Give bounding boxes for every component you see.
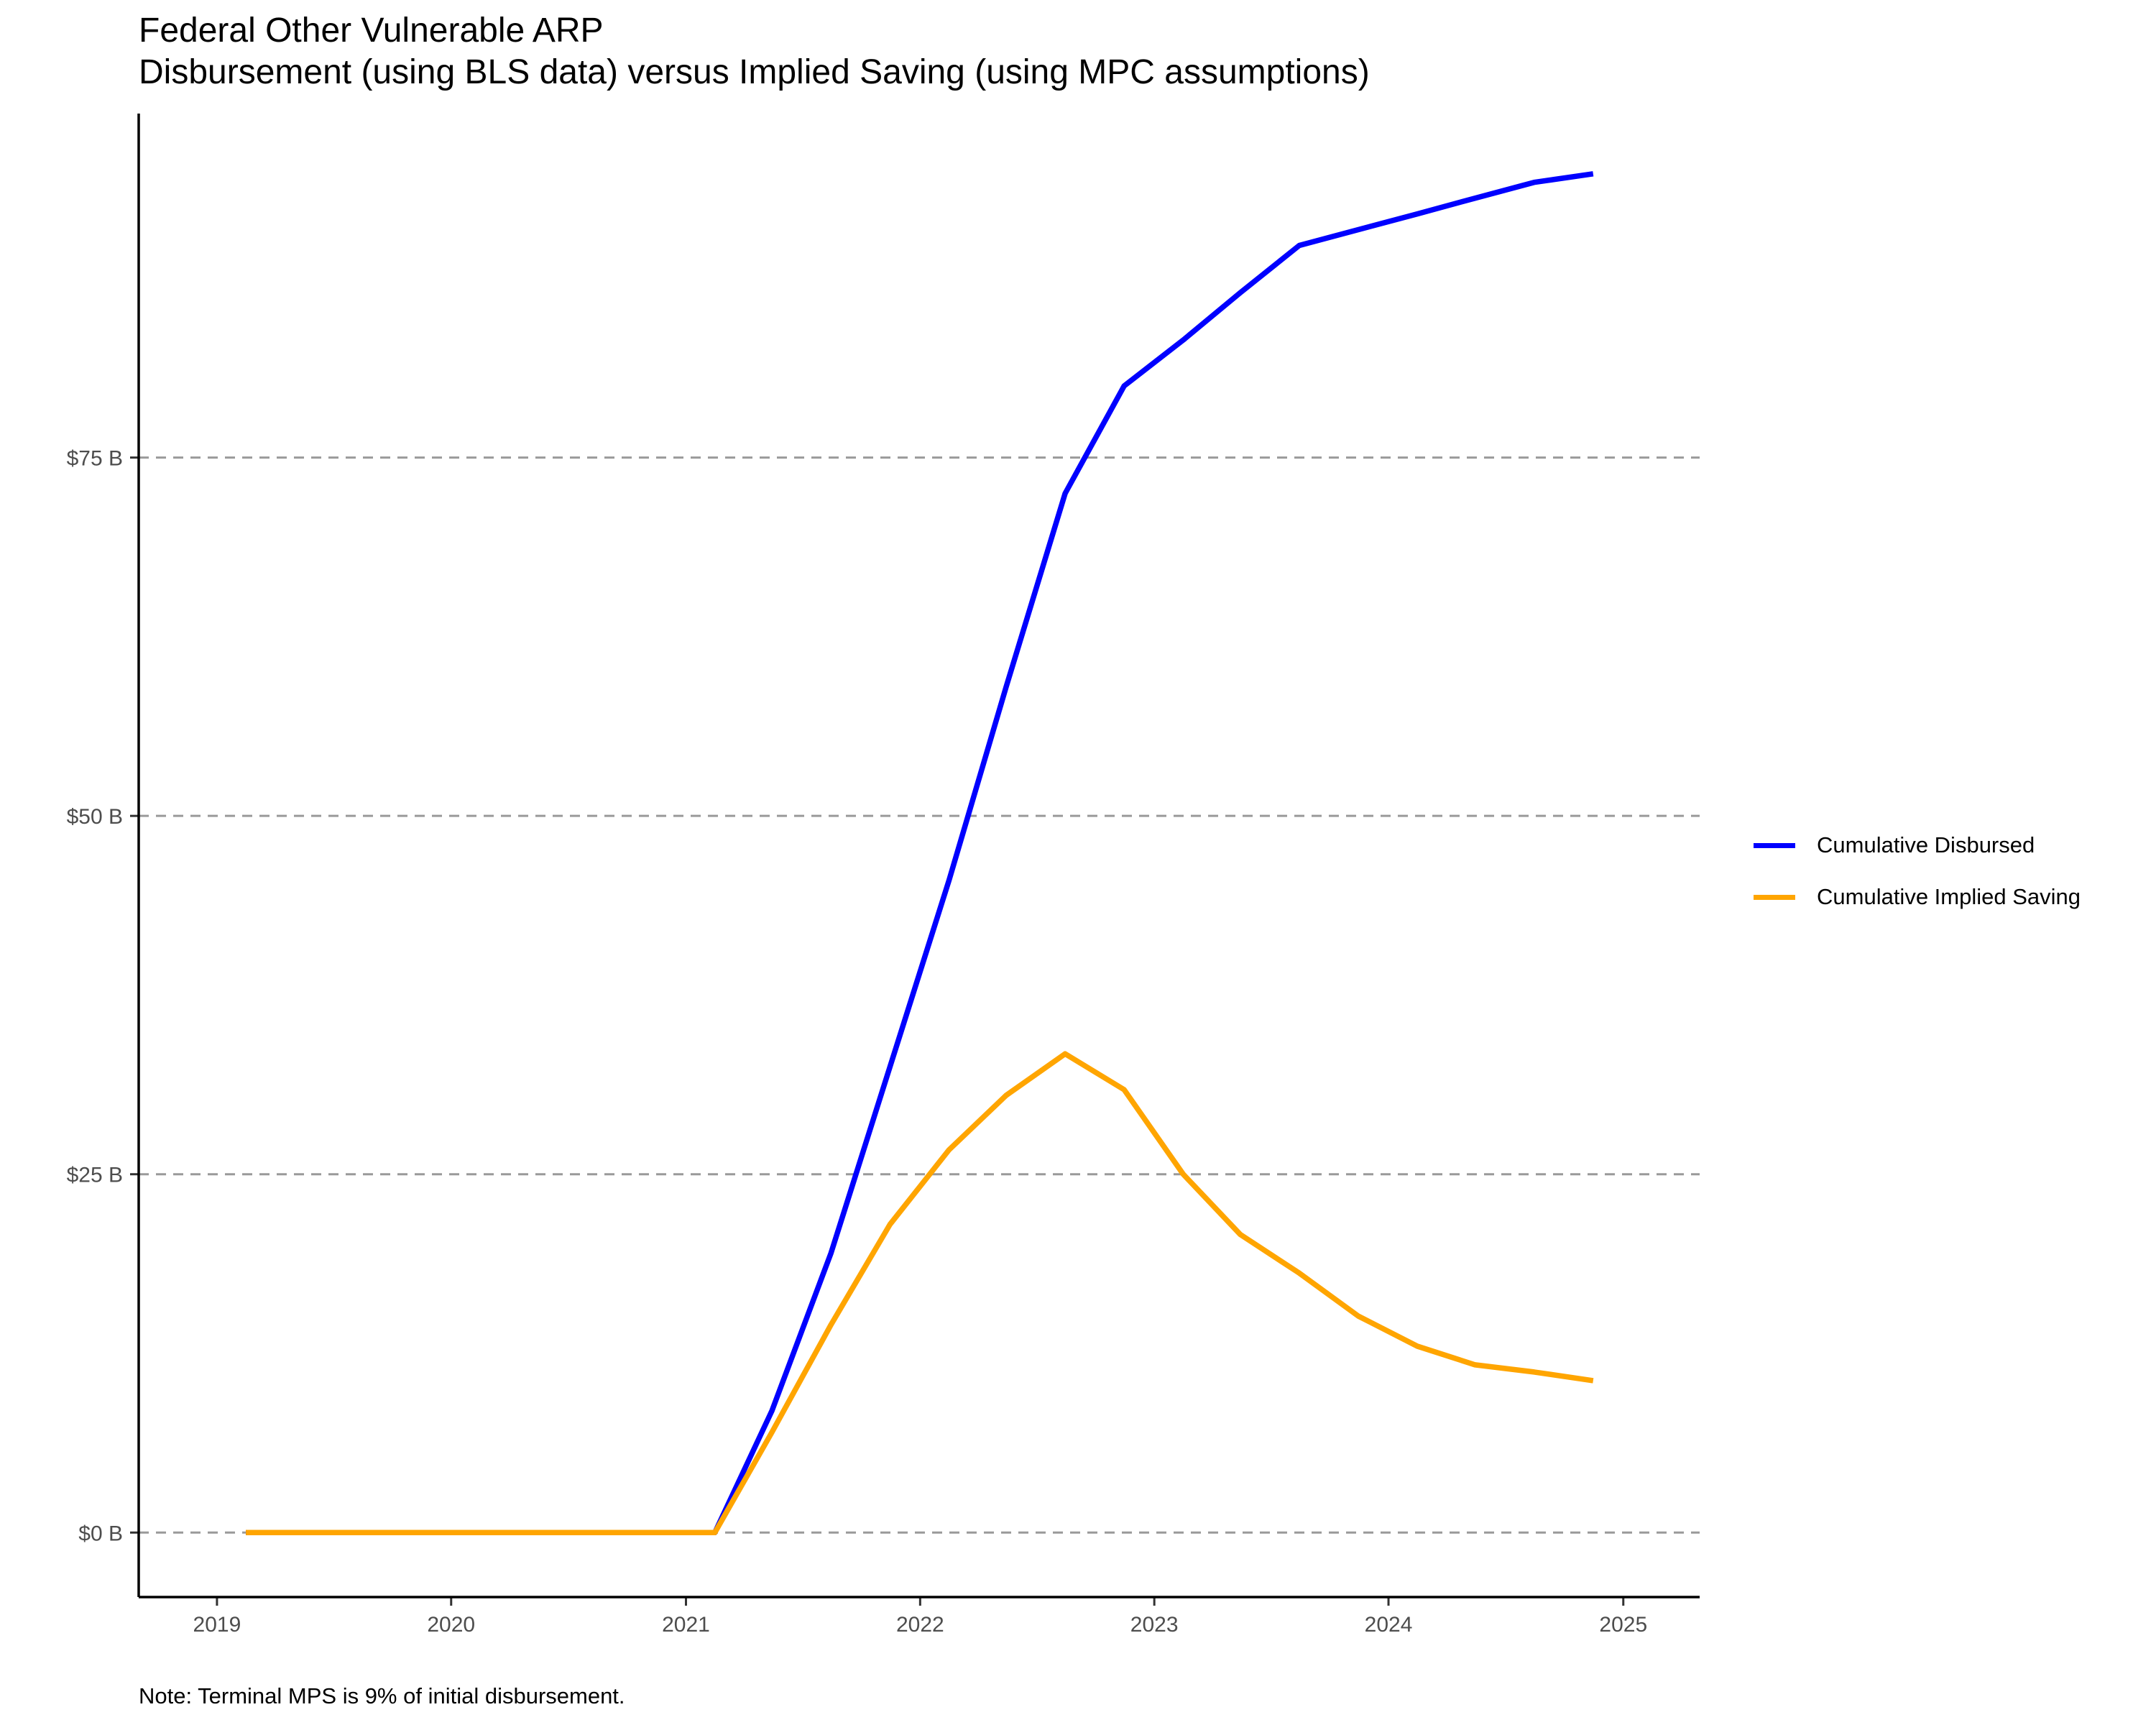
x-tick-label: 2022 [896, 1613, 944, 1637]
x-tick-label: 2025 [1599, 1613, 1647, 1637]
legend: Cumulative Disbursed Cumulative Implied … [1754, 819, 2081, 923]
x-tick-label: 2021 [662, 1613, 710, 1637]
x-tick-label: 2023 [1130, 1613, 1179, 1637]
x-tick-label: 2020 [427, 1613, 475, 1637]
y-tick-label: $75 B [67, 447, 123, 471]
x-tick-label: 2019 [193, 1613, 241, 1637]
chart-title: Federal Other Vulnerable ARP [139, 12, 604, 50]
legend-label-disbursed: Cumulative Disbursed [1817, 832, 2035, 857]
chart-note: Note: Terminal MPS is 9% of initial disb… [139, 1683, 625, 1708]
series-line-cumulative-disbursed [246, 171, 1594, 1536]
y-tick-label: $50 B [67, 805, 123, 829]
y-tick-label: $0 B [78, 1522, 123, 1545]
y-tick-label: $25 B [67, 1164, 123, 1187]
x-tick-label: 2024 [1365, 1613, 1413, 1637]
series-line-cumulative-implied-saving [246, 1051, 1594, 1536]
legend-label-saving: Cumulative Implied Saving [1817, 884, 2081, 909]
legend-key-saving [1754, 894, 1795, 900]
legend-item-disbursed: Cumulative Disbursed [1754, 819, 2081, 871]
legend-key-disbursed [1754, 842, 1795, 848]
chart-subtitle: Disbursement (using BLS data) versus Imp… [139, 53, 1370, 91]
chart-title-block: Federal Other Vulnerable ARP Disbursemen… [139, 10, 1370, 93]
legend-item-saving: Cumulative Implied Saving [1754, 871, 2081, 923]
